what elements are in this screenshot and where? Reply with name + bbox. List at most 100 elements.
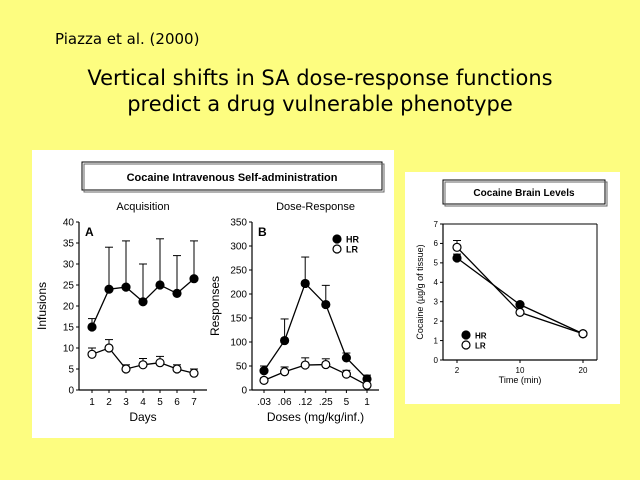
legend-label-lr: LR	[475, 342, 486, 351]
self-administration-figure: Cocaine Intravenous Self-administration …	[32, 150, 394, 438]
y-tick-label: 150	[230, 314, 247, 325]
y-tick-label: 250	[230, 266, 247, 277]
series-lr-point	[172, 364, 182, 374]
y-tick-label: 10	[63, 344, 75, 355]
series-lr-point	[362, 380, 372, 390]
y-tick-label: 2	[434, 317, 439, 326]
series-lr-point	[452, 242, 462, 252]
y-tick-label: 6	[434, 239, 439, 248]
series-lr-point	[121, 364, 131, 374]
series-lr-point	[155, 358, 165, 368]
y-tick-label: 200	[230, 290, 247, 301]
x-tick-label: 2	[106, 397, 112, 408]
legend-label-hr: HR	[346, 235, 359, 245]
y-tick-label: 3	[434, 298, 439, 307]
series-hr-point	[321, 299, 331, 310]
y-tick-label: 40	[63, 218, 75, 229]
x-tick-label: 20	[579, 366, 588, 375]
series-lr-point	[515, 307, 525, 317]
x-tick-label: 3	[123, 397, 129, 408]
y-tick-label: 30	[63, 260, 75, 271]
series-lr-point	[104, 343, 114, 353]
series-lr-point	[300, 360, 310, 370]
x-tick-label: 10	[516, 366, 525, 375]
y-tick-label: 350	[230, 218, 247, 229]
slide-title-line-2: predict a drug vulnerable phenotype	[127, 92, 513, 116]
legend-label-lr: LR	[346, 245, 358, 255]
series-hr-point	[259, 366, 269, 376]
chart-title: Dose-Response	[276, 201, 355, 213]
x-tick-label: .03	[257, 397, 271, 408]
series-hr-point	[515, 300, 525, 310]
chart-title: Cocaine Brain Levels	[473, 188, 575, 199]
series-lr-point	[87, 349, 97, 359]
series-lr-point	[341, 369, 351, 379]
y-tick-label: 5	[434, 259, 439, 268]
x-tick-label: 1	[89, 397, 95, 408]
dose-response-plot: Dose-Response B 0 50 100 150 200 250 300 350 .03 .0…	[208, 201, 379, 424]
series-hr-point	[189, 274, 199, 284]
series-lr-point	[578, 329, 588, 339]
x-axis-label: Days	[129, 410, 156, 424]
x-tick-label: 1	[364, 397, 370, 408]
x-tick-label: 5	[157, 397, 163, 408]
self-administration-svg: Cocaine Intravenous Self-administration …	[32, 150, 394, 438]
series-hr-point	[172, 288, 182, 298]
series-hr-point	[87, 322, 97, 332]
x-axis-label: Time (min)	[499, 375, 542, 385]
series-hr-point	[121, 282, 131, 292]
brain-levels-svg: Cocaine Brain Levels 0 1 2 3 4 5 6 7 2 10 20 Time (m…	[405, 172, 620, 404]
legend-marker-hr	[332, 234, 342, 244]
x-tick-label: .06	[278, 397, 292, 408]
series-lr-point	[280, 367, 290, 377]
x-axis-label: Doses (mg/kg/inf.)	[267, 410, 364, 424]
y-tick-label: 0	[434, 356, 439, 365]
y-axis-label: Responses	[208, 276, 222, 336]
brain-levels-figure: Cocaine Brain Levels 0 1 2 3 4 5 6 7 2 10 20 Time (m…	[405, 172, 620, 404]
legend-marker-hr	[461, 330, 471, 340]
x-tick-label: 4	[140, 397, 146, 408]
x-tick-label: .25	[319, 397, 333, 408]
legend-marker-lr	[461, 340, 471, 350]
x-tick-label: 7	[191, 397, 197, 408]
brain-levels-plot: Cocaine Brain Levels 0 1 2 3 4 5 6 7 2 10 20 Time (m…	[415, 188, 598, 385]
y-tick-label: 15	[63, 323, 75, 334]
figure-banner: Cocaine Intravenous Self-administration	[127, 172, 338, 184]
y-axis-label: Cocaine (µg/g of tissue)	[415, 244, 425, 339]
legend-marker-lr	[332, 244, 342, 254]
series-hr-point	[104, 284, 114, 294]
y-tick-label: 35	[63, 239, 75, 250]
y-tick-label: 1	[434, 336, 439, 345]
series-hr-point	[155, 280, 165, 290]
y-tick-label: 7	[434, 220, 439, 229]
y-tick-label: 20	[63, 302, 75, 313]
y-tick-label: 300	[230, 242, 247, 253]
y-tick-label: 4	[434, 278, 439, 287]
slide-title-line-1: Vertical shifts in SA dose-response func…	[87, 66, 553, 90]
y-tick-label: 100	[230, 338, 247, 349]
legend-label-hr: HR	[475, 332, 487, 341]
series-hr-point	[452, 253, 462, 263]
y-tick-label: 5	[68, 365, 74, 376]
x-tick-label: .12	[298, 397, 312, 408]
panel-label: A	[85, 225, 94, 239]
x-tick-label: 6	[174, 397, 180, 408]
y-tick-label: 50	[236, 362, 248, 373]
panel-label: B	[258, 225, 267, 239]
x-tick-label: 5	[344, 397, 350, 408]
y-tick-label: 25	[63, 281, 75, 292]
series-hr-point	[280, 335, 290, 346]
y-tick-label: 0	[241, 386, 247, 397]
series-hr-point	[341, 353, 351, 363]
series-lr-point	[321, 359, 331, 370]
series-hr-point	[138, 297, 148, 307]
y-axis-label: Infusions	[35, 282, 49, 330]
chart-title: Acquisition	[116, 201, 169, 213]
citation: Piazza et al. (2000)	[55, 30, 200, 48]
series-hr-line	[263, 282, 368, 380]
y-tick-label: 0	[68, 386, 74, 397]
x-tick-label: 2	[455, 366, 460, 375]
series-lr-point	[138, 360, 148, 370]
series-hr-point	[300, 278, 310, 289]
